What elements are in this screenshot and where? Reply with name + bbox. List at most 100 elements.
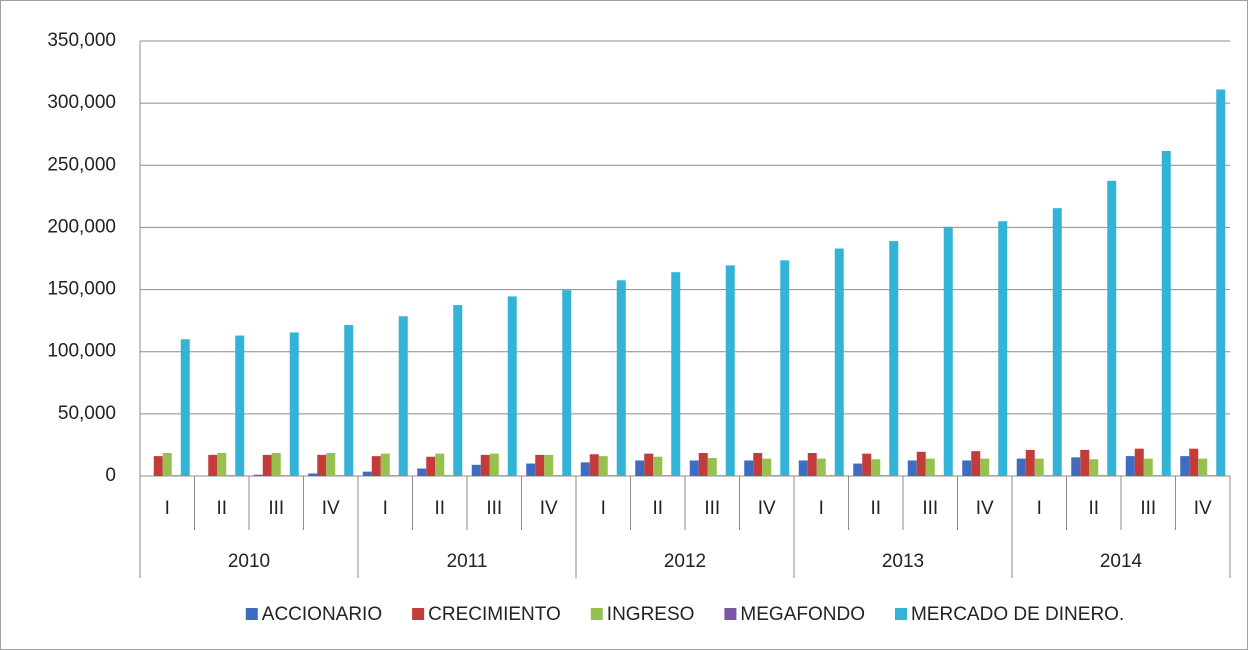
year-label: 2013 (882, 551, 924, 572)
bar (217, 453, 227, 476)
bar (1107, 180, 1117, 477)
bar (607, 475, 617, 476)
year-label: 2010 (228, 551, 270, 572)
legend-marker (590, 608, 603, 620)
bar (753, 453, 763, 476)
y-tick-label: 150,000 (47, 279, 116, 300)
x-tick-label: IV (976, 498, 994, 519)
bar (744, 460, 754, 476)
bar (871, 459, 881, 476)
bar (280, 475, 290, 476)
x-tick-label: III (268, 498, 284, 519)
bar (635, 460, 645, 476)
bar (344, 324, 354, 476)
bar (308, 473, 318, 476)
bar (962, 460, 972, 476)
bar (689, 460, 699, 476)
year-label: 2014 (1100, 551, 1143, 572)
legend-label: ACCIONARIO (262, 604, 382, 625)
bar (662, 475, 672, 476)
bar (417, 468, 427, 476)
bar (907, 460, 917, 476)
x-tick-label: I (601, 498, 606, 519)
bar (834, 248, 844, 476)
x-tick-label: I (383, 498, 388, 519)
bar (889, 241, 899, 476)
legend-marker (724, 608, 737, 620)
bar (362, 471, 372, 476)
bar (526, 463, 536, 476)
x-tick-label: II (434, 498, 445, 519)
bar (507, 296, 517, 476)
bar (807, 453, 817, 476)
x-tick-label: II (652, 498, 663, 519)
bar (707, 457, 717, 476)
bar (1071, 457, 1081, 476)
bar (1043, 475, 1053, 476)
bar (162, 453, 172, 476)
bar (380, 453, 390, 476)
legend-label: CRECIMIENTO (428, 604, 561, 625)
bar (1143, 458, 1153, 476)
bar (998, 221, 1008, 476)
bar (989, 475, 999, 476)
bar (698, 453, 708, 476)
bar (1180, 456, 1190, 476)
bar (226, 475, 236, 476)
bar (825, 475, 835, 476)
x-tick-label: II (870, 498, 881, 519)
bar (1080, 449, 1090, 476)
bar (562, 290, 572, 476)
bar (816, 458, 826, 476)
legend-label: INGRESO (607, 604, 695, 625)
bar (971, 451, 981, 476)
x-tick-label: IV (758, 498, 776, 519)
bar (1125, 456, 1135, 476)
bar (253, 474, 263, 476)
bar (1089, 459, 1099, 476)
bar (1025, 449, 1035, 476)
bar (880, 475, 890, 476)
x-tick-label: IV (322, 498, 340, 519)
bar (1098, 475, 1108, 476)
x-tick-label: IV (540, 498, 558, 519)
bar (453, 305, 463, 476)
bar (1134, 448, 1144, 476)
bar (771, 475, 781, 476)
y-tick-label: 50,000 (58, 403, 116, 424)
bar (644, 453, 654, 476)
bar (1052, 208, 1062, 476)
bar (716, 475, 726, 476)
year-label: 2012 (664, 551, 706, 572)
bar (326, 453, 336, 476)
x-tick-label: IV (1194, 498, 1212, 519)
x-tick-label: I (819, 498, 824, 519)
bar (616, 280, 626, 476)
bar (180, 339, 190, 476)
bar (980, 458, 990, 476)
bar (262, 454, 272, 476)
x-tick-label: II (216, 498, 227, 519)
bar (535, 454, 545, 476)
bar (598, 456, 608, 476)
bar (925, 458, 935, 476)
bar (653, 456, 663, 476)
x-tick-label: III (922, 498, 938, 519)
x-tick-label: III (704, 498, 720, 519)
y-tick-label: 0 (105, 465, 116, 486)
bar (862, 453, 872, 476)
bar (580, 462, 590, 476)
bar (1216, 89, 1226, 476)
bar (498, 475, 508, 476)
bar (916, 451, 926, 476)
bar (1161, 150, 1171, 476)
bar (335, 475, 345, 476)
year-label: 2011 (447, 551, 488, 572)
bar (435, 453, 445, 476)
bar (480, 454, 490, 476)
legend-marker (412, 608, 425, 620)
bar (171, 475, 181, 476)
bar (317, 454, 327, 476)
bar (553, 475, 563, 476)
